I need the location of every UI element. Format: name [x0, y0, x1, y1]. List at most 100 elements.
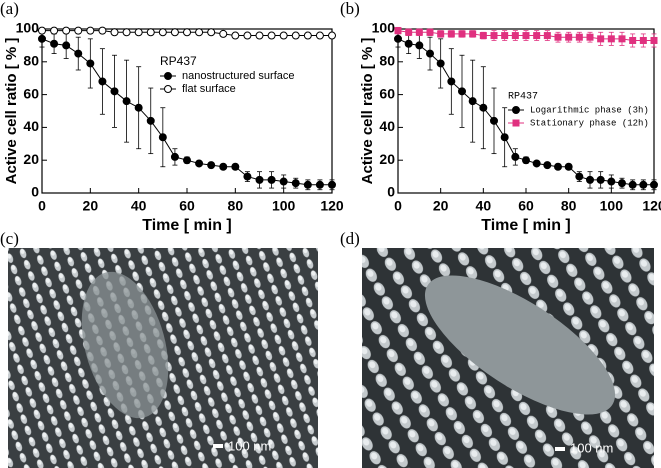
- marker: [51, 40, 58, 47]
- x-tick-label: 120: [320, 198, 344, 214]
- legend-label: Stationary phase (12h): [530, 118, 649, 128]
- x-tick-label: 100: [272, 198, 296, 214]
- marker: [316, 32, 323, 39]
- marker: [220, 163, 227, 170]
- marker: [111, 29, 118, 36]
- x-tick-label: 120: [642, 198, 661, 214]
- marker: [135, 29, 142, 36]
- marker: [135, 104, 142, 111]
- marker: [99, 27, 106, 34]
- sem-image-d: [362, 248, 654, 468]
- y-tick-label: 0: [31, 184, 39, 200]
- marker: [491, 117, 498, 124]
- marker: [292, 180, 299, 187]
- marker: [39, 35, 46, 42]
- marker: [555, 34, 562, 41]
- marker: [232, 32, 239, 39]
- marker: [196, 160, 203, 167]
- marker: [427, 50, 434, 57]
- marker: [513, 120, 520, 127]
- x-tick-label: 100: [600, 198, 624, 214]
- y-tick-label: 60: [23, 85, 39, 101]
- x-axis-label: Time [ min ]: [481, 217, 571, 234]
- marker: [597, 176, 604, 183]
- x-axis-label: Time [ min ]: [142, 217, 232, 234]
- y-tick-label: 0: [387, 184, 395, 200]
- marker: [448, 78, 455, 85]
- marker: [512, 153, 519, 160]
- marker: [75, 50, 82, 57]
- marker: [405, 29, 412, 36]
- x-tick-label: 20: [433, 198, 449, 214]
- x-tick-label: 0: [38, 198, 46, 214]
- marker: [329, 32, 336, 39]
- marker: [304, 181, 311, 188]
- scale-bar-label: 100 nm: [570, 440, 613, 455]
- y-tick-label: 80: [379, 53, 395, 69]
- legend-label: flat surface: [182, 83, 236, 95]
- x-tick-label: 20: [83, 198, 99, 214]
- marker: [565, 34, 572, 41]
- scale-bar-label: 100 nm: [228, 438, 271, 453]
- marker: [565, 163, 572, 170]
- x-tick-label: 0: [394, 198, 402, 214]
- marker: [292, 32, 299, 39]
- x-tick-label: 60: [518, 198, 534, 214]
- marker: [268, 32, 275, 39]
- marker: [232, 163, 239, 170]
- y-tick-label: 100: [16, 20, 40, 36]
- legend-title: RP437: [160, 54, 197, 68]
- x-tick-label: 40: [131, 198, 147, 214]
- y-tick-label: 60: [379, 85, 395, 101]
- marker: [544, 162, 551, 169]
- panel-label: (d): [340, 229, 360, 248]
- marker: [244, 173, 251, 180]
- marker: [329, 181, 336, 188]
- marker: [523, 32, 530, 39]
- marker: [512, 32, 519, 39]
- y-tick-label: 40: [23, 118, 39, 134]
- sem-image-c: [8, 248, 318, 468]
- marker: [165, 86, 172, 93]
- marker: [587, 176, 594, 183]
- marker: [480, 104, 487, 111]
- marker: [395, 35, 402, 42]
- marker: [244, 32, 251, 39]
- marker: [304, 32, 311, 39]
- legend-title: RP437: [508, 92, 538, 103]
- marker: [123, 98, 130, 105]
- marker: [448, 30, 455, 37]
- marker: [459, 88, 466, 95]
- marker: [437, 60, 444, 67]
- marker: [491, 32, 498, 39]
- marker: [523, 157, 530, 164]
- marker: [171, 153, 178, 160]
- marker: [459, 30, 466, 37]
- marker: [208, 29, 215, 36]
- marker: [576, 173, 583, 180]
- marker: [316, 181, 323, 188]
- marker: [513, 107, 520, 114]
- marker: [196, 29, 203, 36]
- marker: [220, 30, 227, 37]
- marker: [608, 178, 615, 185]
- marker: [427, 29, 434, 36]
- series: [395, 27, 658, 47]
- marker: [640, 181, 647, 188]
- marker: [651, 181, 658, 188]
- panel-label: (c): [0, 229, 19, 248]
- marker: [256, 32, 263, 39]
- marker: [629, 37, 636, 44]
- marker: [280, 32, 287, 39]
- x-tick-label: 80: [561, 198, 577, 214]
- marker: [87, 60, 94, 67]
- marker: [533, 32, 540, 39]
- marker: [576, 34, 583, 41]
- marker: [416, 42, 423, 49]
- panel-label: (b): [340, 0, 360, 18]
- marker: [480, 32, 487, 39]
- marker: [75, 27, 82, 34]
- marker: [405, 40, 412, 47]
